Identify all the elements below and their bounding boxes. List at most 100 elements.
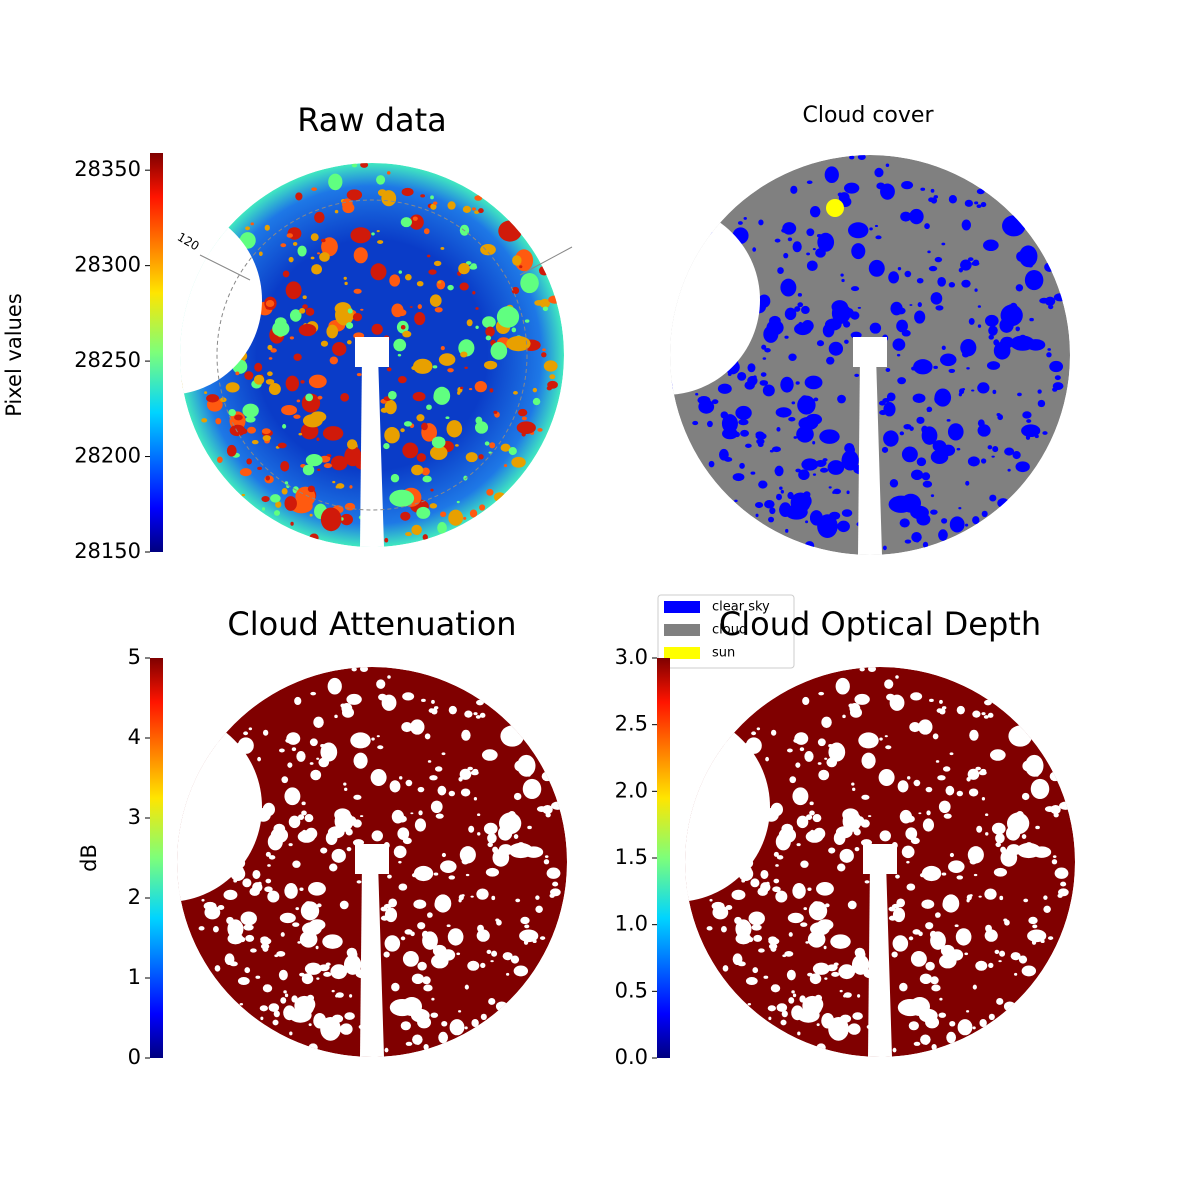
blob [917,302,922,308]
blob [734,499,738,503]
blob [232,922,241,929]
blob [1008,725,1032,747]
blob [317,468,321,472]
blob [524,924,530,929]
blob [779,486,783,490]
blob [913,779,921,787]
legend-label: clear sky [712,600,770,615]
blob [1037,399,1046,408]
blob [280,932,285,937]
blob [393,845,407,859]
blob [758,219,764,226]
blob [440,860,457,873]
blob [237,977,250,986]
blob [924,223,930,230]
blob [1025,754,1044,777]
blob [275,501,282,508]
colorbar [150,658,163,1058]
blob [913,359,933,375]
blob [535,905,543,913]
blob [387,675,391,679]
blob [325,965,330,970]
blob [984,929,998,942]
blob [961,279,971,288]
blob [289,309,302,322]
blob [280,997,287,1004]
blob [940,353,957,367]
blob [999,950,1006,957]
blob [806,228,815,237]
blob [812,441,816,445]
sky-image [180,163,564,547]
blob [347,814,353,820]
blob [725,905,733,910]
blob [805,830,824,843]
blob [506,972,510,976]
blob [320,1017,341,1041]
blob [400,428,405,433]
blob [352,819,362,828]
blob [272,321,290,337]
blob [412,1034,423,1045]
blob [284,481,289,485]
blob [987,712,994,718]
blob [912,210,918,216]
blob [1006,812,1030,835]
blob [245,226,251,231]
blob [459,768,472,780]
blob [1021,965,1037,977]
blob [980,458,987,464]
blob [542,306,549,312]
blob [417,1016,432,1029]
blob [310,691,317,696]
blob [420,194,426,198]
blob [895,874,900,879]
blob [460,351,468,358]
blob [910,692,923,701]
blob [291,747,297,752]
blob [750,878,760,888]
blob [984,314,999,327]
blob [961,351,970,358]
blob [1051,859,1058,865]
blob [843,182,860,194]
blob [966,1010,970,1013]
blob [351,163,358,168]
colorbar-tick-label: 2 [128,885,141,909]
blob [398,270,402,274]
blob [1034,773,1039,777]
blob [308,374,327,389]
blob [974,201,979,205]
blob [956,447,961,451]
blob [290,521,294,526]
blob [851,782,855,786]
blob [440,511,447,518]
blob [242,403,259,418]
blob [359,667,369,672]
blob [964,199,973,207]
blob [925,922,934,930]
blob [1028,264,1033,268]
blob [904,539,912,544]
blob [881,446,889,453]
blob [386,367,392,372]
blob [441,1020,448,1027]
blob [828,486,832,489]
blob [464,984,469,990]
blob [1048,304,1054,310]
blob [1026,419,1032,423]
blob [809,801,814,806]
blob [764,347,771,353]
legend-swatch [664,624,700,636]
blob [809,810,815,816]
blob [353,247,368,264]
blob [726,417,736,423]
blob [854,693,870,705]
blob [972,710,981,718]
blob [775,864,779,867]
blob [437,280,442,284]
blob [465,873,470,877]
blob [412,216,418,221]
blob [993,867,1008,877]
blob [988,325,998,336]
